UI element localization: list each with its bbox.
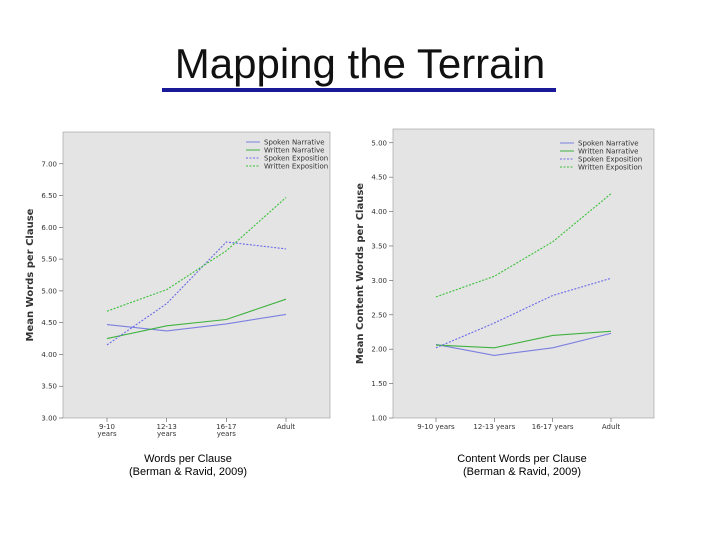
y-tick-label: 7.00 — [41, 160, 57, 168]
y-tick-label: 3.50 — [371, 242, 387, 250]
y-tick-label: 1.00 — [371, 415, 387, 423]
chart-content-words-per-clause: 1.00 1.50 2.00 2.50 3.00 3.50 4.00 4.50 5.00 9-10… — [355, 128, 655, 431]
legend-entry: Spoken Exposition — [264, 155, 328, 163]
caption-right: Content Words per Clause (Berman & Ravid… — [422, 453, 622, 479]
caption-left-line2: (Berman & Ravid, 2009) — [129, 466, 247, 478]
chart-words-per-clause: 3.00 3.50 4.00 4.50 5.00 5.50 6.00 6.50 7.00 9-10… — [25, 131, 331, 438]
x-tick-label: Adult — [602, 423, 620, 431]
series-line-written-exposition — [106, 197, 287, 312]
legend-entry: Spoken Exposition — [578, 156, 642, 164]
slide-title: Mapping the Terrain — [174, 40, 546, 87]
y-axis-label: Mean Words per Clause — [25, 208, 36, 341]
plot-area — [392, 128, 655, 419]
y-tick-label: 5.50 — [41, 256, 57, 264]
y-tick-label: 2.00 — [371, 346, 387, 354]
caption-left: Words per Clause (Berman & Ravid, 2009) — [88, 453, 288, 479]
legend-entry: Written Exposition — [578, 164, 642, 172]
title-underline — [162, 88, 556, 92]
y-tick-label: 3.50 — [41, 383, 57, 391]
x-tick-label: 16-17 years — [532, 423, 574, 431]
series-line-spoken-narrative — [106, 313, 287, 332]
caption-right-line1: Content Words per Clause — [457, 453, 587, 465]
series-line-spoken-exposition — [435, 277, 612, 349]
x-tick-label: 12-13 years — [473, 423, 515, 431]
y-axis-label: Mean Content Words per Clause — [355, 183, 366, 364]
y-tick-label: 3.00 — [371, 277, 387, 285]
series-line-written-exposition — [435, 193, 612, 298]
x-tick-label: 9-10 years — [97, 423, 117, 438]
y-tick-label: 1.50 — [371, 380, 387, 388]
series-line-spoken-exposition — [106, 241, 287, 346]
caption-right-line2: (Berman & Ravid, 2009) — [463, 466, 581, 478]
legend-entry: Written Exposition — [264, 163, 328, 171]
legend-entry: Written Narrative — [578, 148, 638, 156]
series-line-spoken-narrative — [435, 332, 612, 356]
y-tick-label: 2.50 — [371, 311, 387, 319]
y-tick-label: 4.00 — [371, 208, 387, 216]
x-tick-label: Adult — [277, 423, 295, 431]
y-tick-label: 5.00 — [371, 139, 387, 147]
y-tick-label: 4.00 — [41, 351, 57, 359]
legend-entry: Spoken Narrative — [264, 139, 325, 147]
series-line-written-narrative — [435, 330, 612, 349]
x-tick-label: 12-13 years — [156, 423, 176, 438]
y-tick-label: 4.50 — [41, 319, 57, 327]
x-tick-label: 16-17 years — [216, 423, 236, 438]
plot-area — [62, 131, 331, 419]
caption-left-line1: Words per Clause — [144, 453, 232, 465]
legend-entry: Written Narrative — [264, 147, 324, 155]
series-line-written-narrative — [106, 298, 287, 340]
y-tick-label: 3.00 — [41, 415, 57, 423]
y-tick-label: 4.50 — [371, 174, 387, 182]
y-tick-label: 5.00 — [41, 287, 57, 295]
x-tick-label: 9-10 years — [417, 423, 455, 431]
y-tick-label: 6.50 — [41, 192, 57, 200]
y-tick-label: 6.00 — [41, 224, 57, 232]
legend-entry: Spoken Narrative — [578, 140, 639, 148]
